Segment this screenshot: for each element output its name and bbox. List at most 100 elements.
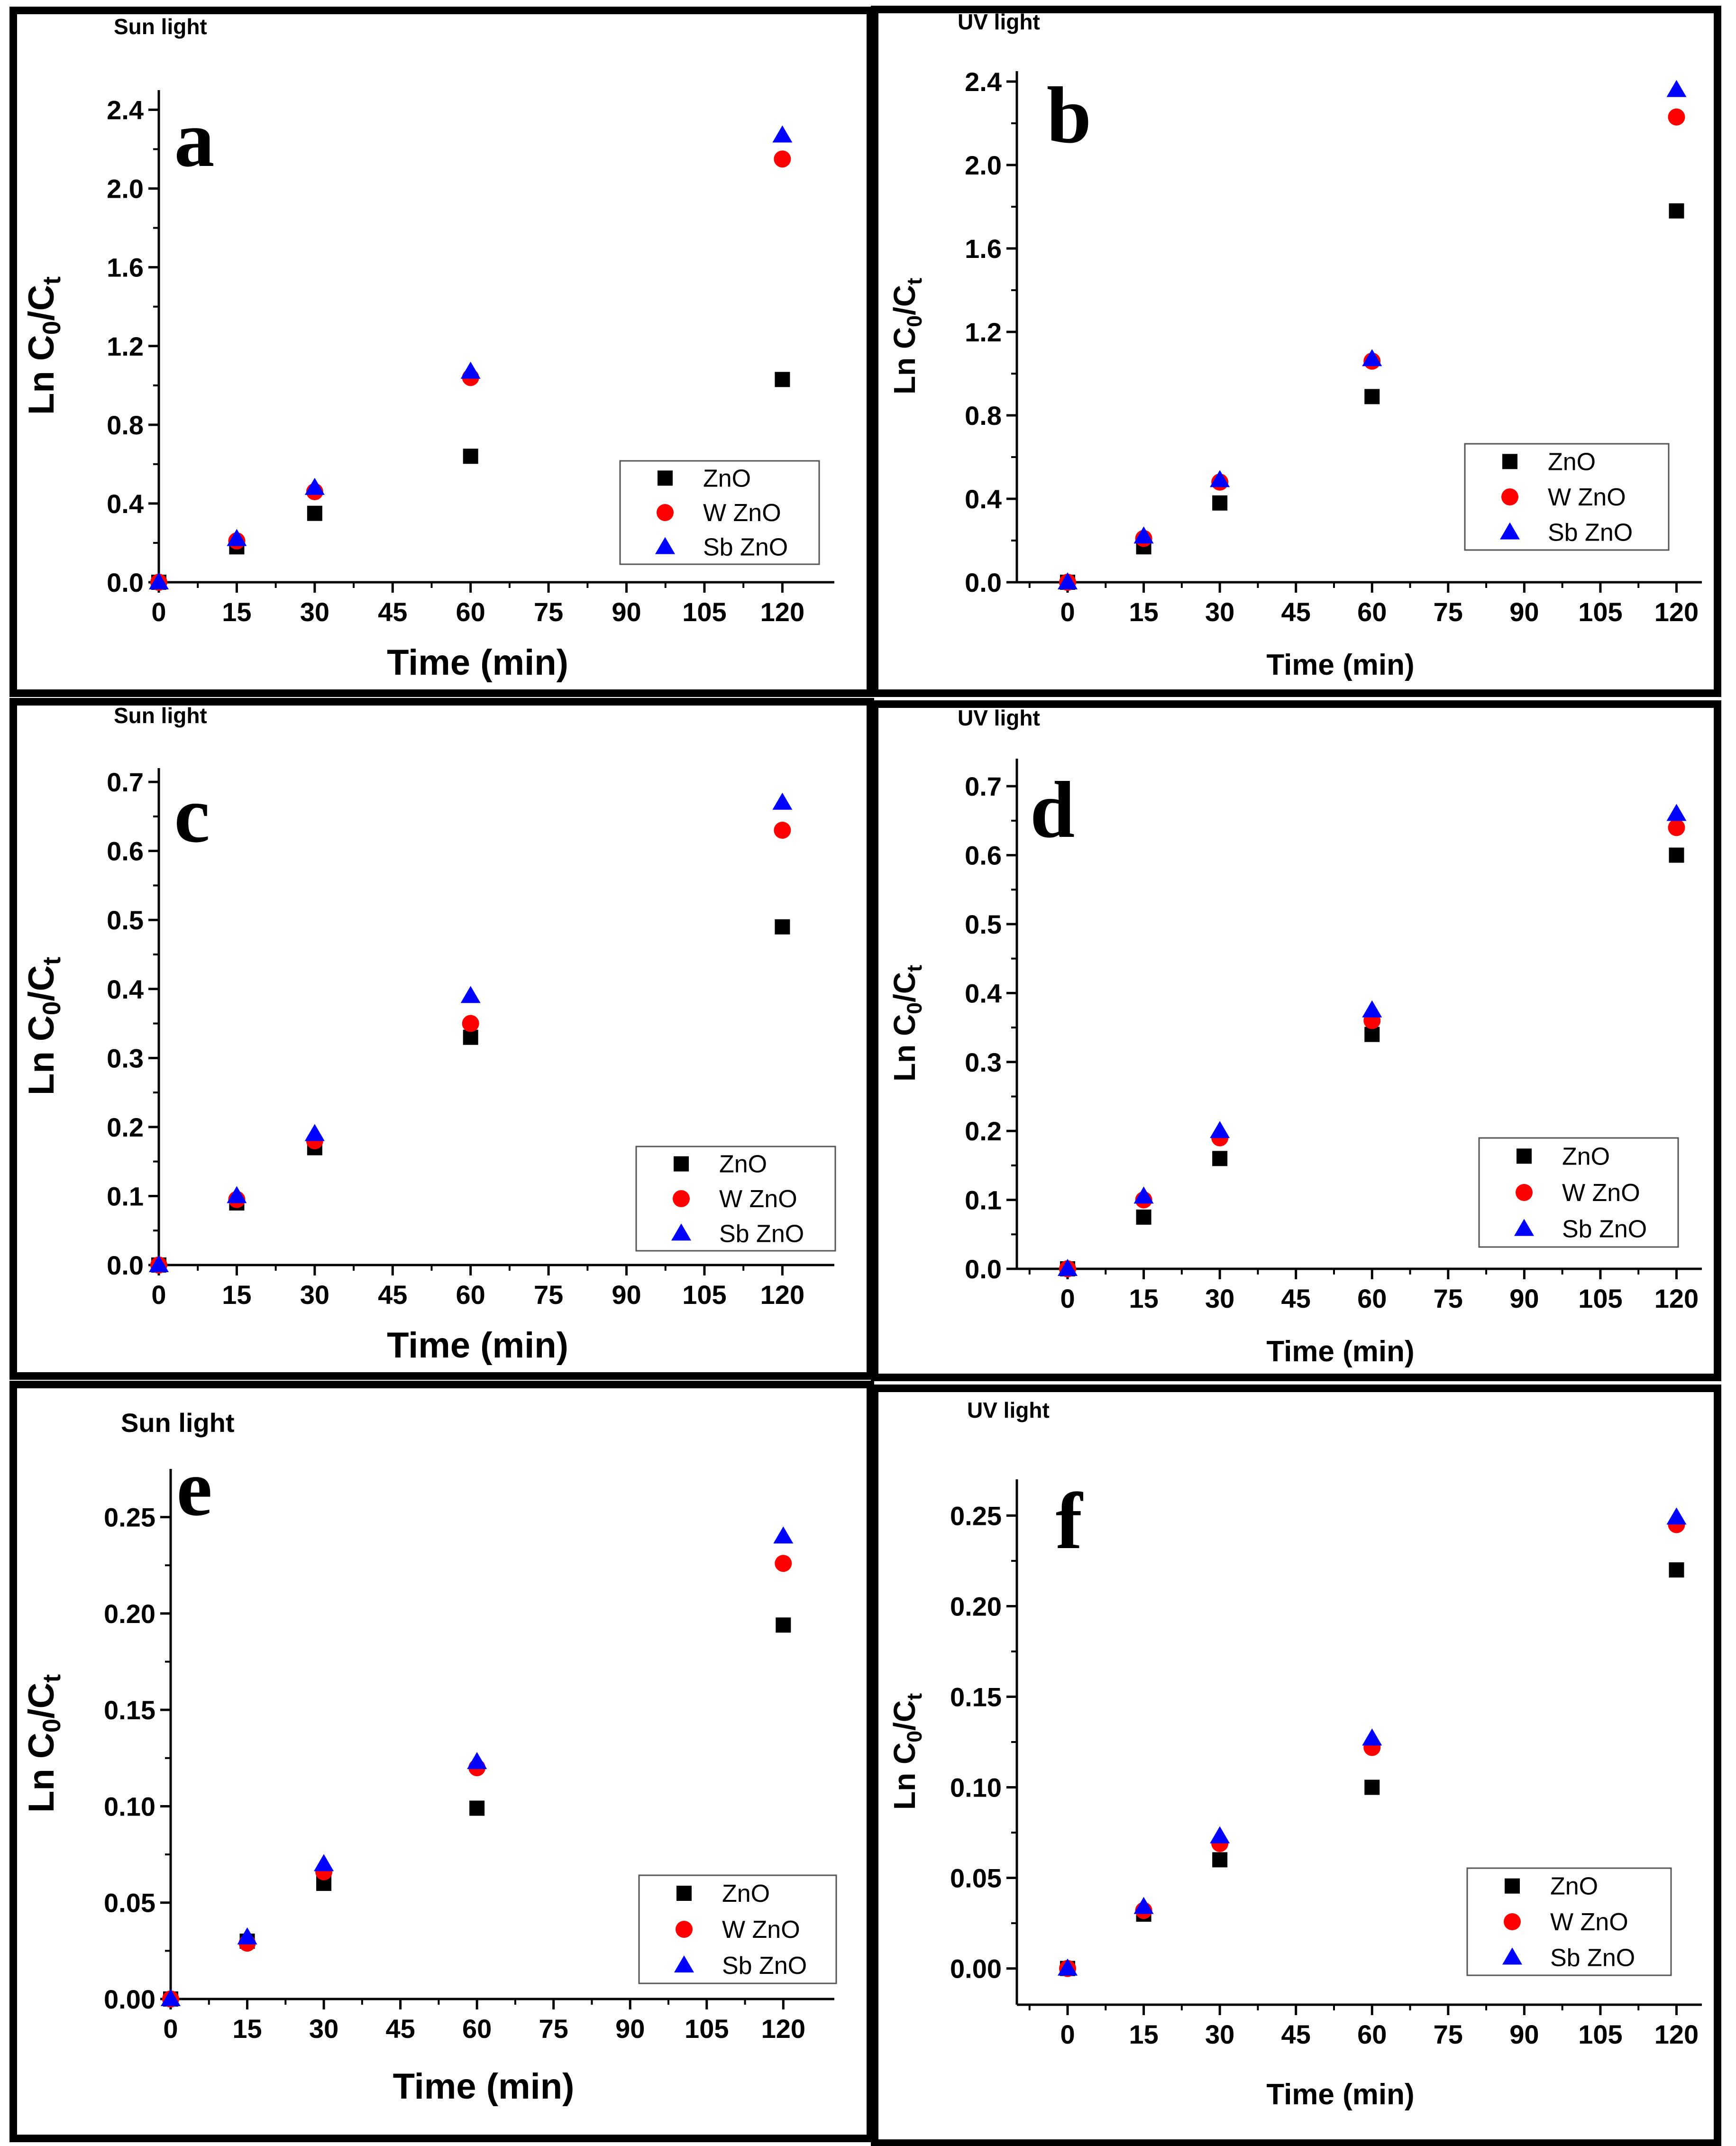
legend-marker — [674, 1955, 694, 1972]
x-tick-label: 90 — [612, 597, 641, 627]
data-point — [227, 1186, 247, 1203]
x-tick-label: 45 — [1281, 2019, 1311, 2049]
y-axis-title-main: Ln C — [21, 1733, 62, 1813]
panel-letter: f — [1056, 1477, 1084, 1566]
x-tick-label: 0 — [163, 2014, 178, 2044]
light-source-title: Sun light — [114, 14, 207, 39]
legend-box — [1466, 1867, 1672, 1976]
legend-label: Sb ZnO — [703, 534, 788, 561]
x-tick-label: 75 — [1434, 1284, 1463, 1313]
y-tick-label: 0.15 — [104, 1695, 155, 1725]
data-point — [1212, 1852, 1228, 1868]
x-tick-label: 120 — [1654, 1284, 1699, 1313]
y-axis-title-sub0: 0 — [38, 321, 66, 335]
x-tick-label: 30 — [1205, 2019, 1234, 2049]
x-tick-label: 30 — [300, 1280, 329, 1310]
legend-label: ZnO — [1548, 448, 1596, 476]
y-tick-label: 0.1 — [107, 1181, 144, 1211]
x-tick-label: 15 — [1129, 1284, 1158, 1313]
x-tick-label: 15 — [1129, 597, 1158, 627]
series-sb-zno — [149, 792, 793, 1272]
data-point — [772, 125, 793, 143]
data-point — [227, 529, 247, 546]
panel-frame — [9, 1381, 874, 2142]
series-sb-zno — [1058, 1507, 1687, 1976]
x-tick-label: 30 — [309, 2014, 338, 2044]
x-tick-label: 0 — [151, 1280, 166, 1310]
x-tick-label: 105 — [1578, 1284, 1622, 1313]
data-point — [149, 572, 169, 589]
legend-label: ZnO — [1562, 1143, 1610, 1170]
legend-label: W ZnO — [722, 1916, 800, 1944]
y-tick-label: 0.05 — [104, 1888, 155, 1918]
series-sb-zno — [1058, 80, 1687, 589]
data-point — [304, 477, 325, 495]
x-tick-label: 120 — [1654, 597, 1699, 627]
panel-c: 0 15 30 45 60 75 90 105 120 0.0 0.1 0.2 0.3 0.4 0.5 0.6… — [9, 698, 874, 1380]
data-point — [774, 150, 791, 168]
y-tick-label: 0.3 — [107, 1043, 144, 1073]
x-axis-title: Time (min) — [387, 642, 568, 683]
y-tick-label: 1.2 — [965, 317, 1002, 347]
panel-a: 0 15 30 45 60 75 90 105 120 0.0 0.4 0.8 1.2 1.6 2.0 2.4… — [9, 7, 874, 697]
y-tick-label: 0.5 — [965, 909, 1002, 939]
legend-label: W ZnO — [1548, 484, 1626, 511]
y-tick-label: 0.4 — [965, 484, 1002, 514]
data-point — [1669, 1562, 1684, 1578]
y-tick-label: 1.6 — [107, 253, 144, 283]
panel-e: 0 15 30 45 60 75 90 105 120 0.00 0.05 0.10 0.15 0.20 0… — [9, 1381, 874, 2142]
y-axis-title-slash: /C — [887, 285, 922, 315]
y-tick-label: 0.25 — [950, 1501, 1002, 1531]
legend: ZnO W ZnO Sb ZnO — [619, 460, 820, 565]
x-tick-label: 75 — [1434, 2019, 1463, 2049]
panel-letter: a — [174, 94, 215, 183]
data-point — [460, 361, 481, 379]
legend-label: ZnO — [719, 1151, 767, 1178]
legend-marker — [676, 1921, 693, 1938]
x-tick-label: 60 — [462, 2014, 492, 2044]
data-point — [1669, 203, 1684, 219]
legend-marker — [1500, 522, 1520, 540]
data-point — [1058, 1259, 1078, 1276]
y-tick-label: 0.6 — [965, 841, 1002, 871]
legend: ZnO W ZnO Sb ZnO — [1478, 1137, 1679, 1248]
x-tick-label: 105 — [685, 2014, 729, 2044]
x-tick-label: 15 — [222, 597, 251, 627]
y-axis-title: Ln C0/Ct — [887, 278, 926, 394]
legend-label: W ZnO — [1550, 1908, 1628, 1936]
y-axis-title-slash: /C — [21, 965, 62, 1001]
data-point — [1364, 1779, 1380, 1795]
panel-b: 0 15 30 45 60 75 90 105 120 0.0 0.4 0.8 1.2 1.6 2.0 2.4… — [871, 6, 1721, 697]
legend-label: ZnO — [1550, 1873, 1598, 1900]
x-tick-label: 0 — [1060, 2019, 1075, 2049]
y-tick-label: 1.2 — [107, 331, 144, 361]
x-tick-label: 120 — [1654, 2019, 1699, 2049]
x-axis-title: Time (min) — [387, 1325, 568, 1366]
x-tick-label: 15 — [222, 1280, 251, 1310]
panel-f: 0 15 30 45 60 75 90 105 120 0.00 0.05 0.10 0.15 0.20 0… — [871, 1385, 1721, 2146]
x-tick-label: 30 — [1205, 597, 1234, 627]
y-tick-label: 0.4 — [107, 974, 144, 1004]
legend: ZnO W ZnO Sb ZnO — [1466, 1867, 1672, 1976]
data-point — [1212, 1151, 1228, 1166]
legend: ZnO W ZnO Sb ZnO — [1464, 443, 1670, 551]
y-tick-label: 0.00 — [950, 1954, 1002, 1984]
data-point — [467, 1752, 487, 1769]
data-point — [1210, 1121, 1230, 1138]
y-tick-label: 0.8 — [965, 401, 1002, 431]
y-axis-title-slash: /C — [887, 972, 922, 1002]
legend-label: Sb ZnO — [722, 1952, 807, 1980]
y-tick-label: 0.2 — [965, 1116, 1002, 1146]
data-point — [1136, 1209, 1151, 1225]
legend-label: W ZnO — [703, 499, 781, 527]
y-tick-label: 0.10 — [104, 1791, 155, 1821]
legend-box — [1464, 443, 1670, 551]
y-tick-label: 0.7 — [107, 767, 144, 797]
light-source-title: UV light — [958, 706, 1040, 730]
x-tick-label: 105 — [682, 597, 726, 627]
legend-box — [619, 460, 820, 565]
x-tick-label: 0 — [1060, 597, 1075, 627]
legend-marker — [1504, 1913, 1521, 1930]
x-tick-label: 120 — [760, 1280, 804, 1310]
x-tick-label: 90 — [1509, 1284, 1539, 1313]
